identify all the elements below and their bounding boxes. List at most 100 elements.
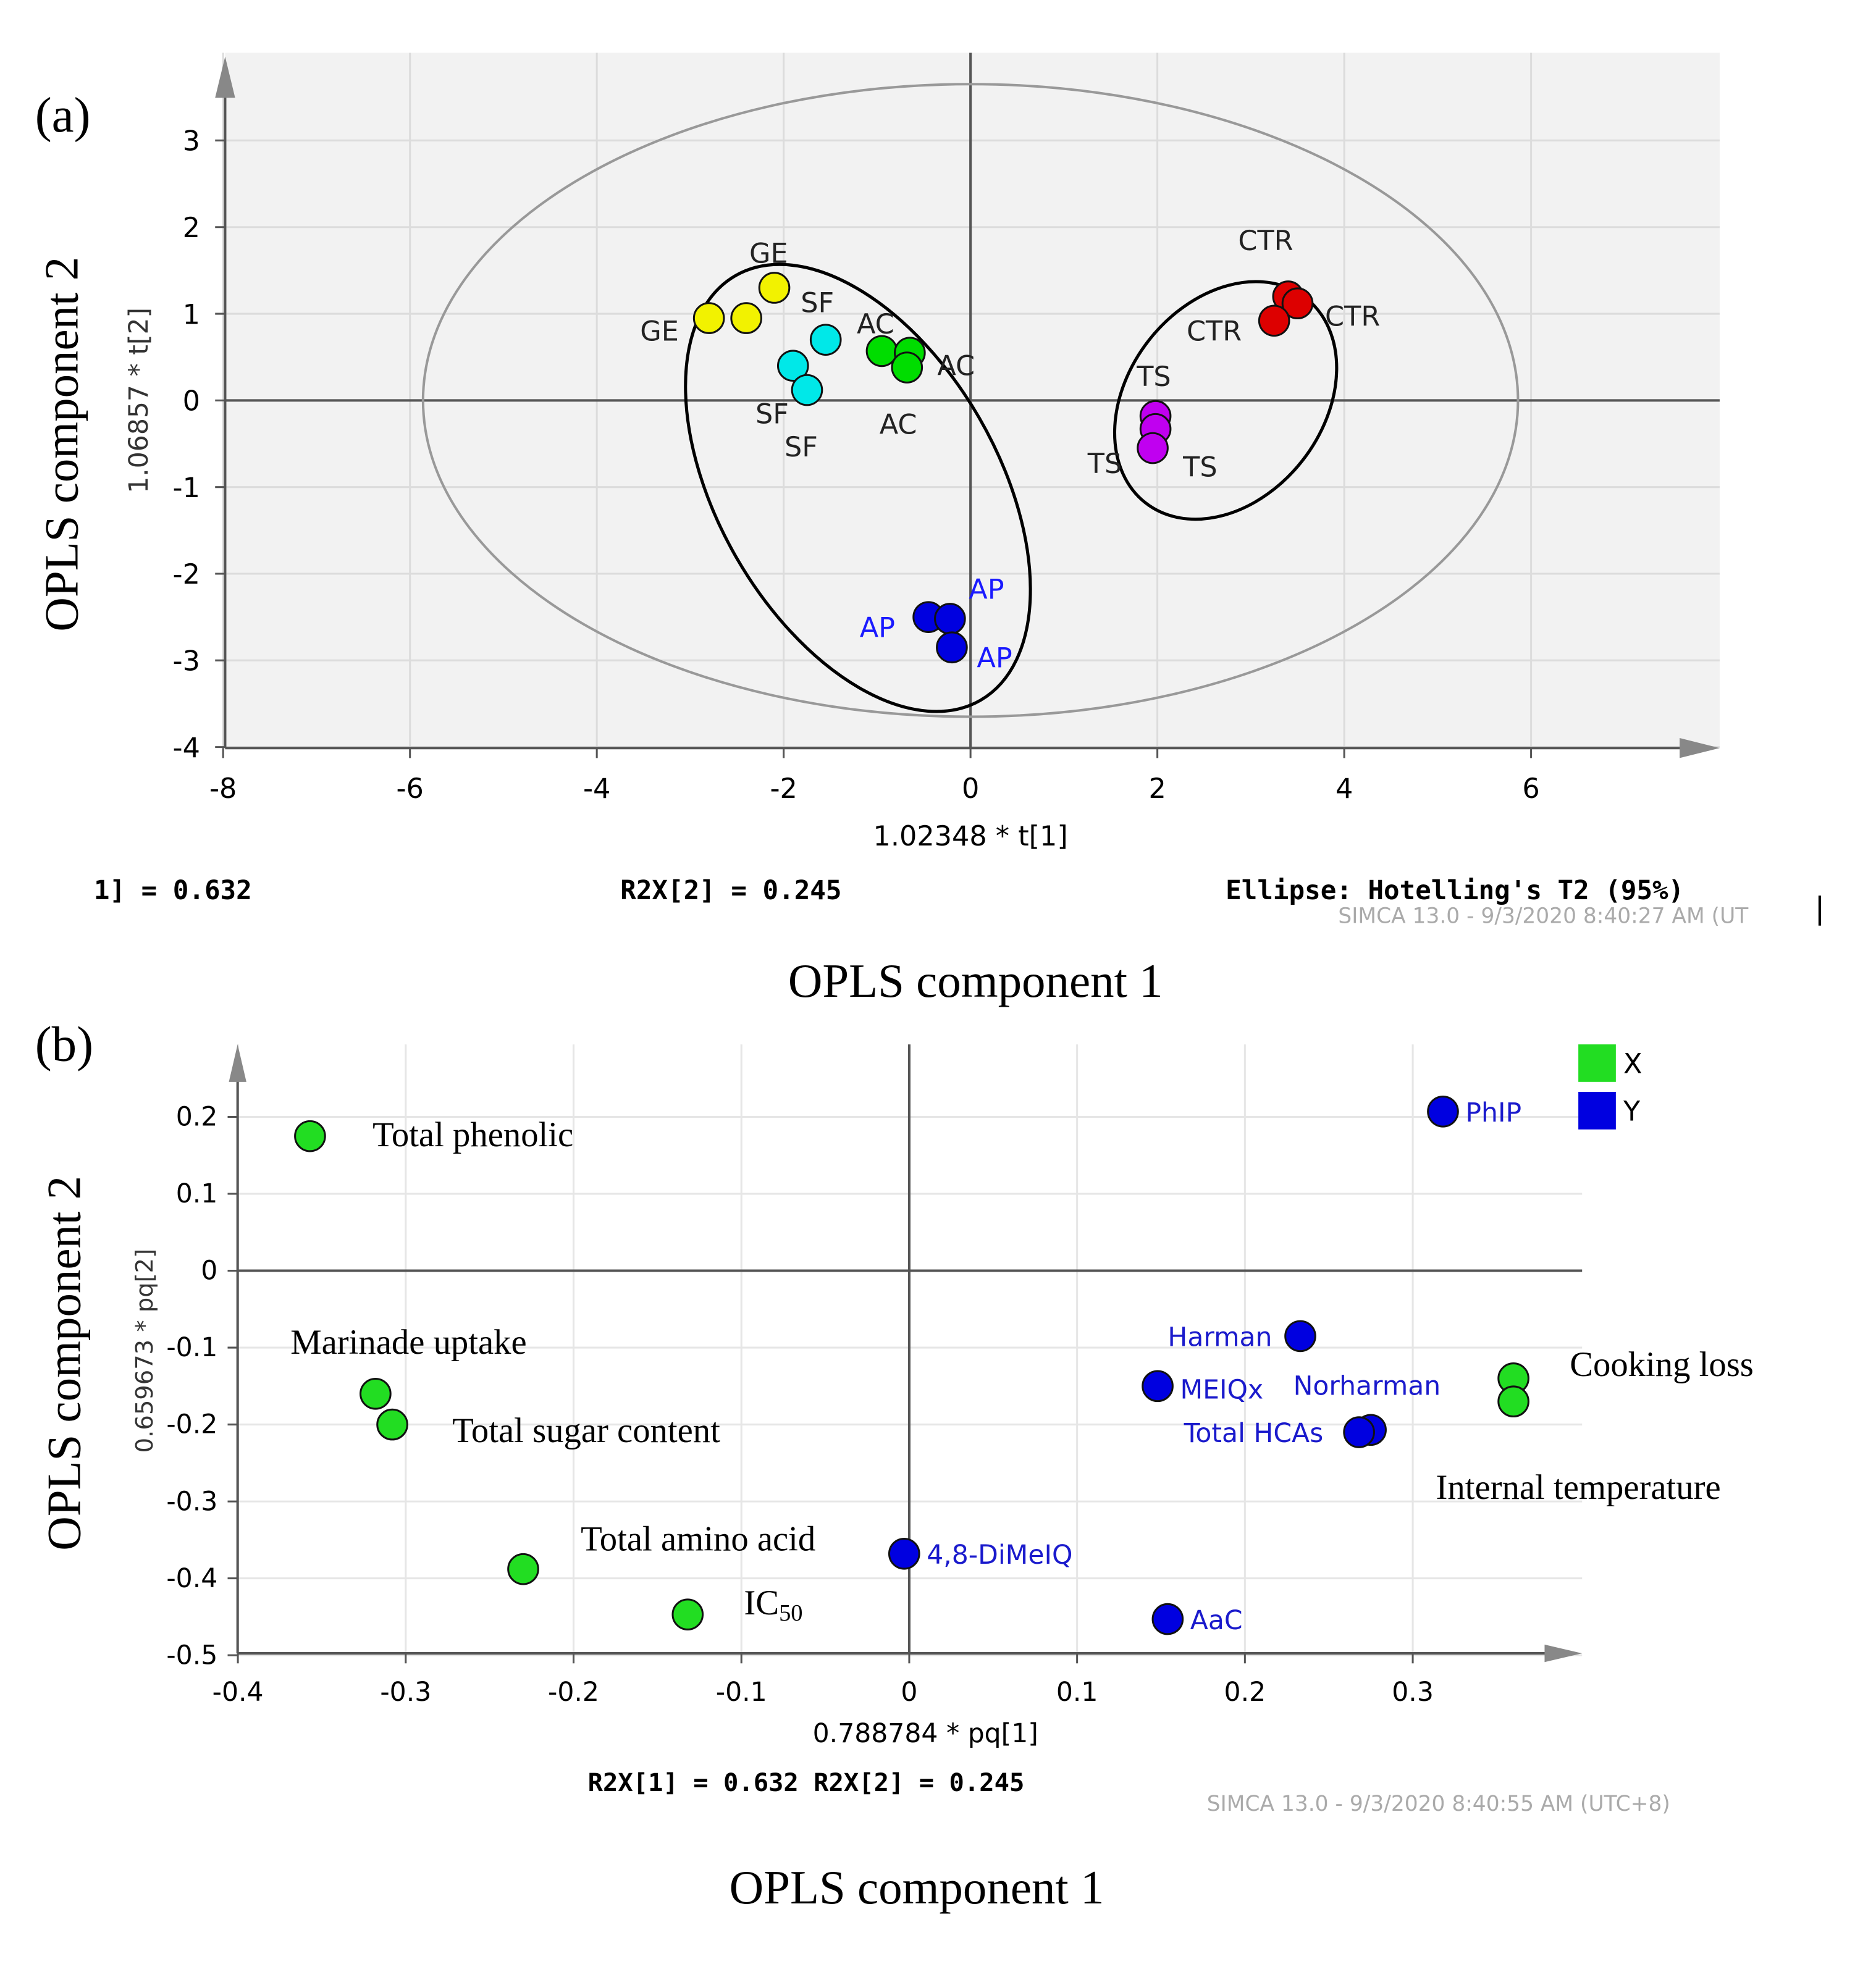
point-label-ap: AP <box>969 574 1004 606</box>
outer-x-label-a: OPLS component 1 <box>788 954 1163 1007</box>
x-axis-arrow <box>1680 738 1720 758</box>
y-tick-label: 1 <box>183 298 200 330</box>
point-label-cooking-loss: Cooking loss <box>1570 1345 1754 1384</box>
point-label-total-amino-acid: Total amino acid <box>581 1519 815 1558</box>
point-ts <box>1137 432 1169 464</box>
y-tick-label: -4 <box>173 732 200 764</box>
y-tick-label: 3 <box>183 125 200 157</box>
footer-r2x1-a: 1] = 0.632 <box>94 876 252 906</box>
point-label-ic50: IC50 <box>744 1584 802 1626</box>
point-ap <box>934 603 966 635</box>
point-label-ctr: CTR <box>1238 225 1293 257</box>
panel-b-label: (b) <box>35 1016 93 1072</box>
x-tick-label: 0.1 <box>1056 1677 1098 1708</box>
point-label-ac: AC <box>880 408 917 440</box>
x-tick-label: 0.2 <box>1224 1677 1266 1708</box>
subscript: 50 <box>779 1600 802 1626</box>
point-label-ge: GE <box>640 316 679 348</box>
point-x <box>360 1377 392 1410</box>
point-label-ap: AP <box>977 642 1012 674</box>
point-label-aac: AaC <box>1190 1606 1243 1636</box>
y-tick-label: -2 <box>173 558 200 590</box>
footer-ellipse-a: Ellipse: Hotelling's T2 (95%) <box>1226 876 1684 906</box>
y-tick-label: -3 <box>173 645 200 677</box>
panel-a: -8 -6 -4 -2 0 2 4 6 -4 -3 -2 -1 0 1 2 3 (a) 1.02348 * t… <box>35 52 1821 1007</box>
outer-y-label-a: OPLS component 2 <box>35 257 88 632</box>
point-label-ge: GE <box>749 237 788 269</box>
y-tick-label: 0.2 <box>176 1102 218 1133</box>
x-tick-label: -0.2 <box>548 1677 599 1708</box>
hotelling-t2-ellipse <box>421 83 1520 718</box>
point-label-meiqx: MEIQx <box>1180 1375 1264 1406</box>
y-axis-arrow <box>215 56 235 98</box>
x-tick-label: 2 <box>1148 773 1166 805</box>
x-tick-label: -0.1 <box>716 1677 767 1708</box>
y-tick-label: -0.4 <box>166 1564 217 1594</box>
point-label-ts: TS <box>1136 361 1171 393</box>
x-tick-label: 0 <box>962 773 979 805</box>
point-label-ac: AC <box>937 350 975 382</box>
x-tick-label: 0 <box>901 1677 917 1708</box>
point-label-total-hcas: Total HCAs <box>1184 1419 1324 1449</box>
y-tick-label: -1 <box>173 472 200 504</box>
point-ge <box>758 272 791 304</box>
point-ap <box>936 631 968 664</box>
point-y <box>1343 1416 1375 1448</box>
point-y <box>1427 1095 1459 1128</box>
point-label-norharman: Norharman <box>1293 1372 1441 1402</box>
footer-r2x-b: R2X[1] = 0.632 R2X[2] = 0.245 <box>588 1768 1025 1797</box>
point-label-harman: Harman <box>1167 1323 1272 1353</box>
x-tick-label: -4 <box>583 773 610 805</box>
point-y <box>888 1537 920 1570</box>
watermark-b: SIMCA 13.0 - 9/3/2020 8:40:55 AM (UTC+8) <box>1207 1792 1670 1816</box>
point-x <box>376 1408 408 1441</box>
x-axis-label-a: 1.02348 * t[1] <box>873 820 1068 852</box>
x-tick-label: -2 <box>770 773 797 805</box>
point-label-ap: AP <box>860 612 895 644</box>
x-tick-label: -0.4 <box>212 1677 264 1708</box>
point-label-total-sugar-content: Total sugar content <box>452 1411 720 1450</box>
y-tick-label: 0 <box>201 1256 217 1286</box>
y-tick-label: -0.1 <box>166 1333 217 1363</box>
point-label-sf: SF <box>784 431 818 463</box>
legend-label-x: X <box>1623 1048 1643 1080</box>
point-x <box>507 1553 539 1585</box>
point-ac <box>891 351 923 384</box>
point-label-sf: SF <box>801 287 834 319</box>
watermark-a: SIMCA 13.0 - 9/3/2020 8:40:27 AM (UT <box>1338 904 1749 929</box>
x-tick-label: -8 <box>209 773 237 805</box>
point-label-ctr: CTR <box>1187 316 1242 348</box>
point-label-marinade-uptake: Marinade uptake <box>290 1323 526 1362</box>
point-y <box>1151 1603 1184 1635</box>
y-tick-label: -0.2 <box>166 1410 217 1440</box>
point-label-internal-temperature: Internal temperature <box>1436 1468 1721 1507</box>
point-label-4-8-dimeiq: 4,8-DiMeIQ <box>927 1540 1072 1571</box>
x-axis-arrow <box>1544 1644 1583 1663</box>
point-label-ts: TS <box>1087 448 1122 480</box>
x-tick-label: 4 <box>1335 773 1353 805</box>
point-label-ts: TS <box>1182 451 1217 484</box>
point-x <box>294 1120 326 1152</box>
y-axis-arrow <box>229 1044 246 1082</box>
y-axis-label-b: 0.659673 * pq[2] <box>131 1249 159 1453</box>
point-sf <box>791 374 823 406</box>
outer-x-label-b: OPLS component 1 <box>730 1861 1104 1914</box>
point-ctr <box>1281 287 1314 320</box>
y-tick-label: -0.3 <box>166 1487 217 1517</box>
point-label-phip: PhIP <box>1465 1098 1521 1128</box>
point-ctr <box>1258 304 1290 337</box>
legend-swatch-y <box>1578 1092 1616 1130</box>
point-y <box>1284 1320 1316 1353</box>
footer-r2x2-a: R2X[2] = 0.245 <box>620 876 841 906</box>
point-ge <box>730 302 762 334</box>
x-tick-label: -6 <box>396 773 423 805</box>
panel-a-label: (a) <box>35 87 91 143</box>
point-label-ac: AC <box>857 308 894 340</box>
outer-y-label-b: OPLS component 2 <box>38 1176 91 1551</box>
point-y <box>1142 1370 1174 1403</box>
x-tick-label: 0.3 <box>1392 1677 1434 1708</box>
panel-b: -0.4 -0.3 -0.2 -0.1 0 0.1 0.2 0.3 -0.5 -0.4 -0.3 -0… <box>35 1016 1754 1914</box>
point-label-sf: SF <box>755 398 789 430</box>
y-tick-label: -0.5 <box>166 1640 217 1671</box>
